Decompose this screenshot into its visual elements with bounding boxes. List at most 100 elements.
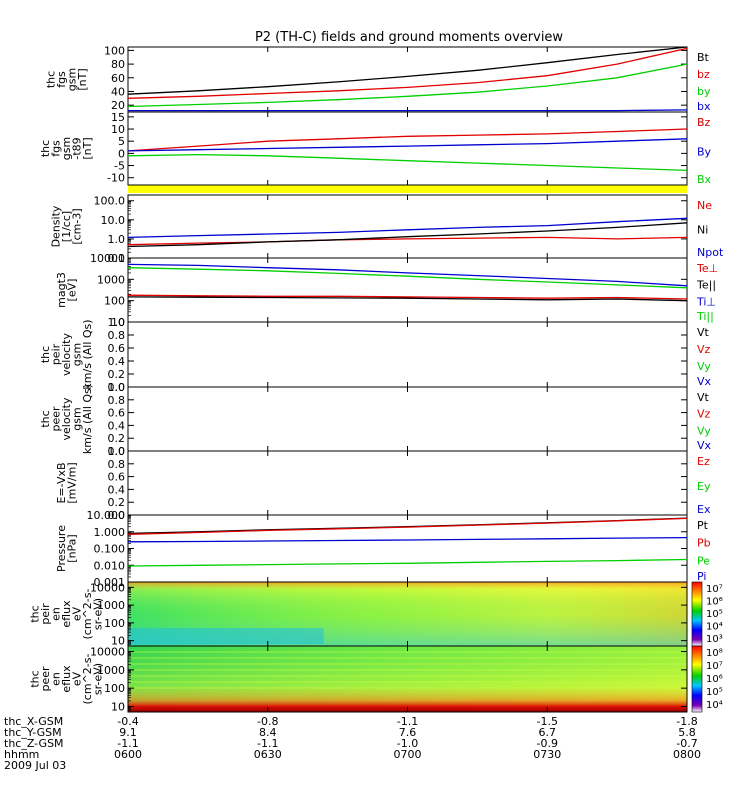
y-axis-label: thc	[39, 140, 52, 157]
series-line-Pt	[127, 517, 688, 535]
series-line-bx	[128, 109, 688, 112]
legend-label: Vz	[697, 343, 711, 356]
footer-value: 6.7	[539, 726, 557, 739]
footer-row-label: thc_Y-GSM	[4, 726, 62, 739]
legend-label: bx	[697, 100, 711, 113]
legend-label: Vy	[697, 360, 711, 373]
y-tick-label: 0.001	[94, 576, 126, 589]
y-axis-label: eV	[71, 671, 84, 686]
legend-label: Vt	[697, 391, 710, 404]
colorbar-tick-label: 10⁷	[706, 661, 723, 672]
y-axis-label: sr-eV)	[92, 663, 105, 695]
y-tick-label: 20	[111, 99, 125, 112]
panel-p5: 0.00.20.40.60.81.0thcpeirvelocitygsmkm/s…	[39, 316, 712, 394]
y-axis-label: peir	[50, 343, 63, 365]
y-tick-label: 100	[104, 682, 125, 695]
panel-frame	[127, 257, 688, 323]
y-axis-label: [mV/m]	[65, 462, 78, 503]
colorbar	[691, 645, 703, 713]
y-axis-label: (cm^2-s-	[81, 654, 94, 705]
series-line-Bx	[127, 153, 688, 172]
y-axis-label: [cm-3]	[71, 208, 84, 244]
legend-label: Ez	[697, 455, 710, 468]
legend-label: Vx	[697, 375, 712, 388]
footer-value: 0800	[673, 748, 701, 761]
y-tick-label: -10	[107, 172, 125, 185]
footer-value: -1.0	[397, 737, 418, 750]
footer-value: 0700	[394, 748, 422, 761]
colorbar-tick-label: 10⁶	[706, 597, 723, 608]
y-axis-label: km/s (All Qs)	[81, 319, 94, 389]
colorbar-tick-label: 10⁶	[706, 674, 723, 685]
y-axis-label: -t89	[71, 137, 84, 159]
panel-frame	[127, 194, 688, 259]
legend-label: Pe	[697, 554, 710, 567]
series-line-Pe	[127, 558, 688, 567]
figure-title: P2 (TH-C) fields and ground moments over…	[255, 30, 563, 45]
y-tick-label: 10	[111, 123, 125, 136]
y-tick-label: 80	[111, 58, 125, 71]
y-tick-label: 60	[111, 72, 125, 85]
panel-frame	[127, 111, 688, 186]
footer-value: -1.5	[537, 715, 558, 728]
panel-p10: 10⁴ 10⁵ 10⁶ 10⁷ 10⁸ 10 100 1000 10000 thcpeerenef…	[29, 645, 723, 713]
series-line-Te⊥	[127, 294, 688, 300]
y-axis-label: km/s (All Qs)	[81, 384, 94, 454]
legend-label: Bx	[697, 173, 712, 186]
footer-row-label: hhmm	[4, 748, 39, 761]
legend-label: Bt	[697, 51, 710, 64]
y-axis-label: thc	[44, 71, 57, 88]
y-tick-label: 10	[111, 700, 125, 713]
legend-label: Vy	[697, 424, 711, 437]
y-tick-label: 0.8	[108, 458, 126, 471]
series-line-Pb	[127, 517, 688, 535]
y-axis-label: fgs	[55, 71, 68, 88]
y-tick-label: 0.2	[108, 368, 126, 381]
footer-value: -1.1	[117, 737, 138, 750]
series-line-Ne	[127, 236, 688, 246]
legend-label: Ne	[697, 199, 712, 212]
legend-label: By	[697, 146, 712, 159]
y-tick-label: 0.2	[108, 432, 126, 445]
y-axis-label: [nT]	[81, 137, 94, 159]
y-tick-label: 5	[118, 135, 125, 148]
y-axis-label: [eV]	[65, 279, 78, 302]
y-axis-label: E=-VxB	[55, 462, 68, 503]
y-axis-label: en	[50, 672, 63, 686]
footer-value: 8.4	[259, 726, 277, 739]
series-line-Ti||	[127, 267, 688, 289]
legend-label: Pb	[697, 537, 711, 550]
yellow-strip	[128, 185, 687, 193]
y-tick-label: 0.0	[108, 445, 126, 458]
y-axis-label: gsm	[71, 343, 84, 366]
panel-p8: 0.001 0.010 0.100 1.000 10.000 Pressure[nPa] P…	[55, 509, 711, 589]
colorbar-tick-label: 10⁷	[706, 584, 723, 595]
legend-label: Te⊥	[696, 262, 718, 275]
footer-value: 7.6	[399, 726, 417, 739]
panel-frame	[127, 386, 688, 452]
panel-p4: 10 100 1000 10000 magt3[eV] Te⊥ Te|| Ti⊥ Ti||	[55, 252, 718, 329]
y-tick-label: 0.4	[108, 355, 126, 368]
panel-p6: 0.00.20.40.60.81.0thcpeervelocitygsmkm/s…	[39, 381, 712, 458]
y-tick-label: 0.010	[94, 559, 126, 572]
y-axis-label: magt3	[55, 272, 68, 308]
y-tick-label: 1000	[97, 273, 125, 286]
y-tick-label: 10000	[90, 252, 125, 265]
legend-label: Ti⊥	[696, 295, 716, 308]
y-axis-label: en	[50, 607, 63, 621]
y-axis-label: gsm	[60, 137, 73, 160]
series-line-Ti⊥	[127, 263, 688, 287]
colorbar-tick-label: 10⁵	[706, 687, 723, 698]
footer-value: 0730	[533, 748, 561, 761]
y-axis-label: thc	[29, 605, 42, 622]
y-tick-label: 0.0	[108, 381, 126, 394]
y-tick-label: 100	[104, 617, 125, 630]
y-axis-label: fgs	[50, 140, 63, 157]
legend-label: Npot	[697, 246, 724, 259]
y-axis-label: [1/cc]	[60, 211, 73, 242]
legend-label: Pt	[697, 519, 709, 532]
y-tick-label: 0.4	[108, 483, 126, 496]
y-tick-label: 10	[111, 316, 125, 329]
